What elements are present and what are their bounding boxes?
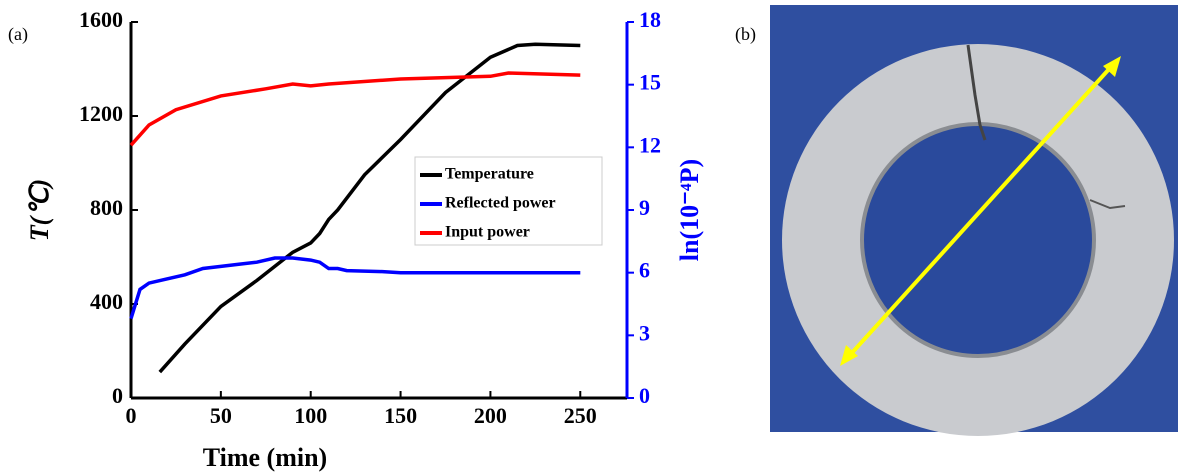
x-axis-label: Time (min) [203,443,327,472]
legend-label: Temperature [445,166,534,183]
x-tick-label: 150 [384,403,417,428]
legend-label: Reflected power [445,195,556,212]
y2-tick-label: 6 [639,258,650,283]
y2-tick-label: 18 [639,7,661,32]
y2-tick-label: 3 [639,320,650,345]
legend-box [414,156,603,246]
series-line [129,71,581,147]
panel-label: (b) [735,24,756,45]
x-tick-label: 100 [294,403,327,428]
x-tick-label: 0 [126,403,137,428]
y-tick-label: 1200 [79,101,123,126]
y-tick-label: 400 [90,289,123,314]
legend-label: Input power [445,224,530,241]
panel-label: (a) [8,24,28,45]
series-line [158,42,581,374]
x-tick-label: 250 [564,403,597,428]
x-tick-label: 50 [210,403,232,428]
y2-tick-label: 9 [639,195,650,220]
series-line [129,256,581,320]
y2-axis-label: ln(10⁻⁴P) [675,159,704,261]
y2-tick-label: 12 [639,132,661,157]
y-tick-label: 800 [90,195,123,220]
y2-tick-label: 0 [639,383,650,408]
photo [770,5,1178,436]
x-tick-label: 200 [474,403,507,428]
y-tick-label: 1600 [79,7,123,32]
y-tick-label: 0 [112,383,123,408]
y2-tick-label: 15 [639,70,661,95]
y-axis-label: T(℃) [25,179,54,241]
